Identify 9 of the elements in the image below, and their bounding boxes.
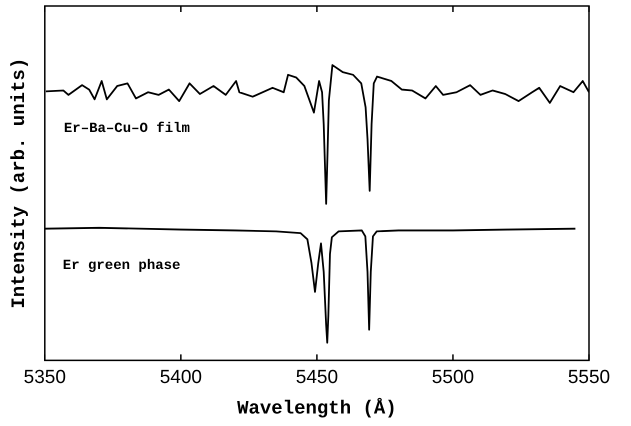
x-tick-label: 5400 (160, 367, 202, 388)
x-axis-title: Wavelength (Å) (237, 397, 397, 420)
x-tick-label: 5500 (432, 367, 474, 388)
x-tick-label: 5450 (296, 367, 338, 388)
series-label: Er–Ba–Cu–O film (64, 120, 190, 137)
x-tick-label: 5350 (24, 367, 66, 388)
text: Er green phase (62, 258, 180, 274)
y-axis-title: Intensity (arb. units) (8, 58, 30, 309)
x-tick-label: 5550 (568, 367, 610, 388)
